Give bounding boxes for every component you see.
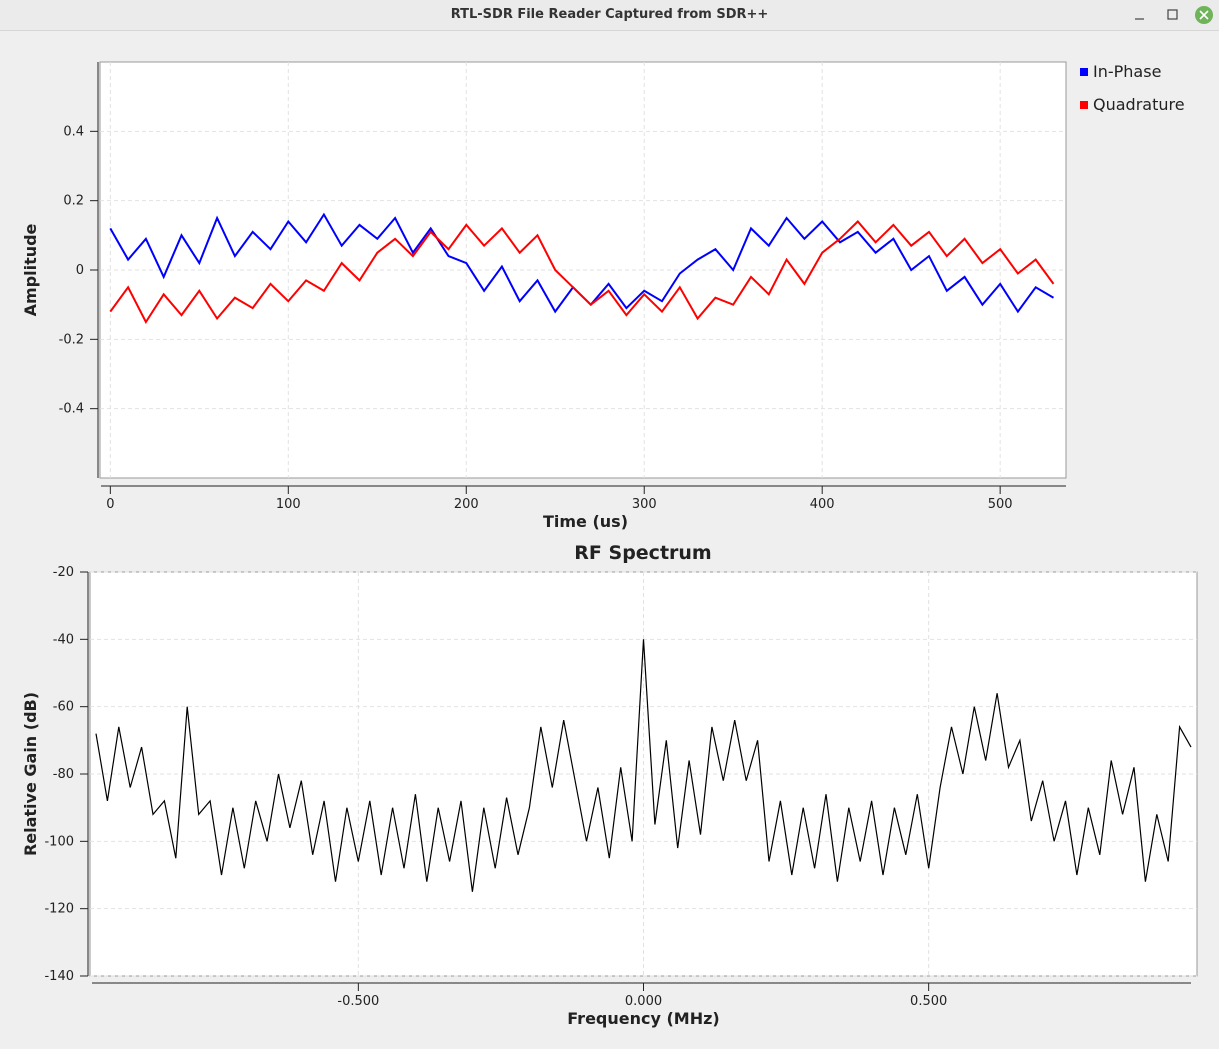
y-tick-label: -60 (53, 700, 74, 715)
y-tick-label: -100 (44, 834, 74, 849)
title-bar: RTL-SDR File Reader Captured from SDR++ (0, 0, 1219, 31)
legend-label: In-Phase (1093, 62, 1161, 81)
legend-swatch (1080, 101, 1088, 109)
x-tick-label: 500 (988, 497, 1013, 512)
legend-label: Quadrature (1093, 95, 1185, 114)
y-tick-label: -0.4 (59, 402, 84, 417)
x-axis-label: Frequency (MHz) (567, 1009, 719, 1028)
x-tick-label: -0.500 (337, 994, 379, 1009)
y-tick-label: -0.2 (59, 332, 84, 347)
y-tick-label: 0.4 (63, 124, 84, 139)
legend-swatch (1080, 68, 1088, 76)
window-title: RTL-SDR File Reader Captured from SDR++ (450, 7, 769, 22)
y-tick-label: -80 (53, 767, 74, 782)
x-tick-label: 100 (276, 497, 301, 512)
chart-title: RF Spectrum (574, 542, 711, 564)
x-tick-label: 0.500 (910, 994, 947, 1009)
y-axis-label: Amplitude (21, 223, 40, 316)
x-tick-label: 300 (632, 497, 657, 512)
x-tick-label: 200 (454, 497, 479, 512)
maximize-button[interactable] (1167, 9, 1178, 20)
y-tick-label: -140 (44, 969, 74, 984)
y-axis-label: Relative Gain (dB) (21, 692, 40, 856)
x-axis-label: Time (us) (543, 512, 628, 531)
series-line (109, 220, 1055, 325)
y-tick-label: 0.2 (63, 194, 84, 209)
plots: 0.4 0.2 0 -0.2 -0.4 0 100 200 300 400 500 Time (us)… (21, 61, 1198, 1028)
series-line (95, 639, 1192, 892)
y-tick-label: -120 (44, 902, 74, 917)
y-tick-label: 0 (76, 263, 84, 278)
x-tick-label: 400 (810, 497, 835, 512)
x-tick-label: 0 (106, 497, 114, 512)
x-tick-label: 0.000 (625, 994, 662, 1009)
y-tick-label: -40 (53, 632, 74, 647)
window-controls (1135, 6, 1213, 24)
y-tick-label: -20 (53, 565, 74, 580)
